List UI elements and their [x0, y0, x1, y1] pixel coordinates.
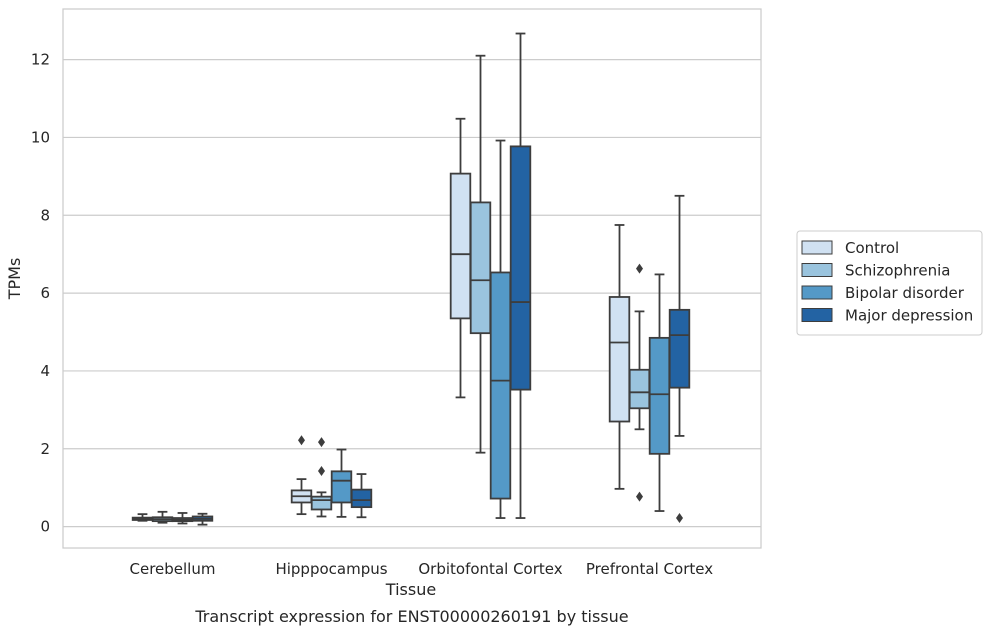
box-schizophrenia: [628, 263, 651, 502]
box-control: [449, 117, 472, 399]
box-body: [648, 336, 671, 455]
plot-frame: [62, 8, 762, 549]
legend: Control Schizophrenia Bipolar disorder Majo…: [796, 230, 983, 336]
box-body: [608, 296, 631, 423]
y-tick-label: 12: [31, 51, 50, 69]
box-body: [628, 368, 651, 410]
box-bipolar-disorder: [648, 273, 671, 512]
box-bipolar-disorder: [489, 139, 512, 519]
legend-label: Control: [845, 239, 899, 257]
outlier-point: [636, 263, 643, 274]
box-control: [131, 513, 154, 522]
legend-item: Control: [801, 239, 899, 257]
y-tick-label: 4: [40, 362, 50, 380]
legend-item: Major depression: [801, 307, 973, 325]
box-major-depression: [350, 473, 373, 519]
legend-label: Schizophrenia: [845, 262, 950, 280]
y-tick-label: 0: [40, 518, 50, 536]
x-tick-label: Hipppocampus: [275, 560, 387, 578]
outlier-point: [636, 491, 643, 502]
outlier-point: [318, 437, 325, 448]
box-body: [509, 145, 532, 391]
y-tick-label: 10: [31, 128, 50, 146]
y-tick-label: 6: [40, 284, 50, 302]
chart-caption: Transcript expression for ENST0000026019…: [194, 607, 628, 626]
box-major-depression: [668, 194, 691, 524]
box-body: [449, 172, 472, 320]
x-axis-label: Tissue: [385, 580, 436, 599]
legend-swatch: [801, 263, 833, 277]
box-body: [668, 308, 691, 389]
y-axis-label: TPMs: [5, 258, 24, 301]
box-body: [330, 470, 353, 504]
x-tick-label: Cerebellum: [130, 560, 216, 578]
y-tick-label: 8: [40, 206, 50, 224]
box-control: [608, 224, 631, 490]
outlier-point: [298, 435, 305, 446]
gridlines: [63, 58, 761, 528]
y-tick-label: 2: [40, 440, 50, 458]
box-body: [350, 488, 373, 509]
legend-swatch: [801, 240, 833, 255]
legend-item: Bipolar disorder: [801, 284, 965, 302]
box-body: [310, 495, 333, 511]
x-tick-label: Prefrontal Cortex: [586, 560, 713, 578]
box-major-depression: [191, 512, 214, 526]
x-tick-labels: Cerebellum Hipppocampus Orbitofontal Corte…: [130, 560, 714, 578]
box-control: [290, 435, 313, 516]
x-tick-label: Orbitofontal Cortex: [418, 560, 562, 578]
box-groups: [131, 32, 691, 526]
box-schizophrenia: [469, 54, 492, 454]
box-body: [469, 201, 492, 335]
legend-item: Schizophrenia: [801, 262, 950, 280]
box-major-depression: [509, 32, 532, 519]
box-schizophrenia: [151, 510, 174, 524]
legend-label: Bipolar disorder: [845, 284, 965, 302]
y-tick-labels: 0 2 4 6 8 10 12: [31, 51, 50, 536]
outlier-point: [318, 465, 325, 476]
legend-label: Major depression: [845, 307, 973, 325]
box-body: [489, 271, 512, 500]
outlier-point: [676, 513, 683, 524]
legend-swatch: [801, 308, 833, 322]
legend-swatch: [801, 285, 833, 300]
legend-frame: [796, 230, 983, 336]
box-bipolar-disorder: [171, 512, 194, 525]
box-bipolar-disorder: [330, 448, 353, 518]
